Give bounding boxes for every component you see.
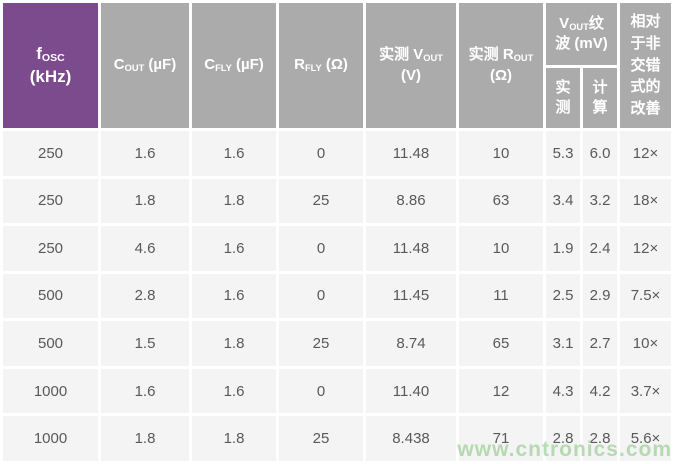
cell-cout: 1.5 xyxy=(101,321,189,366)
cell-vout: 8.74 xyxy=(366,321,456,366)
cell-rout: 11 xyxy=(459,273,543,319)
cell-vout: 8.86 xyxy=(366,178,456,224)
cell-improvement: 18× xyxy=(620,178,671,224)
cell-ripple-measured: 1.9 xyxy=(546,226,580,271)
col-header-cout: COUT (µF) xyxy=(101,3,189,128)
cell-ripple-calculated: 2.9 xyxy=(583,273,617,319)
cell-rout: 71 xyxy=(459,416,543,461)
cell-fosc: 1000 xyxy=(3,416,98,461)
table-row: 1000 1.6 1.6 0 11.40 12 4.3 4.2 3.7× xyxy=(3,368,671,414)
cell-improvement: 12× xyxy=(620,226,671,271)
cell-ripple-calculated: 4.2 xyxy=(583,368,617,414)
cell-vout: 11.48 xyxy=(366,226,456,271)
cell-cout: 1.8 xyxy=(101,416,189,461)
cell-ripple-calculated: 2.4 xyxy=(583,226,617,271)
cell-rout: 65 xyxy=(459,321,543,366)
table-row: 1000 1.8 1.8 25 8.438 71 2.8 2.8 5.6× xyxy=(3,416,671,461)
cell-fosc: 250 xyxy=(3,178,98,224)
cell-cfly: 1.6 xyxy=(192,273,276,319)
cell-vout: 11.40 xyxy=(366,368,456,414)
col-header-rout: 实测 ROUT (Ω) xyxy=(459,3,543,128)
cell-cout: 1.6 xyxy=(101,368,189,414)
cell-improvement: 5.6× xyxy=(620,416,671,461)
cell-vout: 8.438 xyxy=(366,416,456,461)
cell-cout: 1.8 xyxy=(101,178,189,224)
col-header-fosc: fOSC (kHz) xyxy=(3,3,98,128)
cell-ripple-measured: 5.3 xyxy=(546,131,580,176)
cell-cfly: 1.6 xyxy=(192,226,276,271)
cell-cfly: 1.6 xyxy=(192,131,276,176)
cell-fosc: 500 xyxy=(3,273,98,319)
cell-rout: 10 xyxy=(459,131,543,176)
cell-improvement: 10× xyxy=(620,321,671,366)
cell-improvement: 7.5× xyxy=(620,273,671,319)
table-body: 250 1.6 1.6 0 11.48 10 5.3 6.0 12× 250 1… xyxy=(3,131,671,461)
table-row: 500 1.5 1.8 25 8.74 65 3.1 2.7 10× xyxy=(3,321,671,366)
table-row: 500 2.8 1.6 0 11.45 11 2.5 2.9 7.5× xyxy=(3,273,671,319)
cell-cfly: 1.8 xyxy=(192,416,276,461)
cell-cfly: 1.8 xyxy=(192,321,276,366)
cell-fosc: 250 xyxy=(3,131,98,176)
cell-ripple-calculated: 3.2 xyxy=(583,178,617,224)
col-header-cfly: CFLY (µF) xyxy=(192,3,276,128)
cell-cfly: 1.6 xyxy=(192,368,276,414)
cell-rfly: 0 xyxy=(279,368,363,414)
cell-rfly: 0 xyxy=(279,273,363,319)
cell-cout: 2.8 xyxy=(101,273,189,319)
cell-cout: 4.6 xyxy=(101,226,189,271)
cell-rfly: 0 xyxy=(279,131,363,176)
cell-ripple-calculated: 6.0 xyxy=(583,131,617,176)
cell-rfly: 0 xyxy=(279,226,363,271)
cell-fosc: 1000 xyxy=(3,368,98,414)
cell-ripple-calculated: 2.8 xyxy=(583,416,617,461)
cell-ripple-measured: 2.8 xyxy=(546,416,580,461)
table-row: 250 1.8 1.8 25 8.86 63 3.4 3.2 18× xyxy=(3,178,671,224)
cell-cfly: 1.8 xyxy=(192,178,276,224)
cell-rfly: 25 xyxy=(279,416,363,461)
table-row: 250 4.6 1.6 0 11.48 10 1.9 2.4 12× xyxy=(3,226,671,271)
subcol-header-calculated: 计算 xyxy=(583,68,617,128)
cell-improvement: 3.7× xyxy=(620,368,671,414)
cell-improvement: 12× xyxy=(620,131,671,176)
cell-fosc: 250 xyxy=(3,226,98,271)
col-header-vout: 实测 VOUT (V) xyxy=(366,3,456,128)
table-row: 250 1.6 1.6 0 11.48 10 5.3 6.0 12× xyxy=(3,131,671,176)
cell-rout: 10 xyxy=(459,226,543,271)
cell-rout: 63 xyxy=(459,178,543,224)
cell-ripple-measured: 4.3 xyxy=(546,368,580,414)
cell-ripple-calculated: 2.7 xyxy=(583,321,617,366)
cell-ripple-measured: 3.1 xyxy=(546,321,580,366)
cell-vout: 11.48 xyxy=(366,131,456,176)
cell-fosc: 500 xyxy=(3,321,98,366)
cell-rout: 12 xyxy=(459,368,543,414)
col-header-rfly: RFLY (Ω) xyxy=(279,3,363,128)
cell-cout: 1.6 xyxy=(101,131,189,176)
cell-rfly: 25 xyxy=(279,321,363,366)
subcol-header-measured: 实测 xyxy=(546,68,580,128)
cell-ripple-measured: 3.4 xyxy=(546,178,580,224)
cell-vout: 11.45 xyxy=(366,273,456,319)
cell-rfly: 25 xyxy=(279,178,363,224)
cell-ripple-measured: 2.5 xyxy=(546,273,580,319)
col-header-vout-ripple: VOUT纹 波 (mV) xyxy=(546,3,617,65)
col-header-improvement: 相对于非交错式的改善 xyxy=(620,3,671,128)
